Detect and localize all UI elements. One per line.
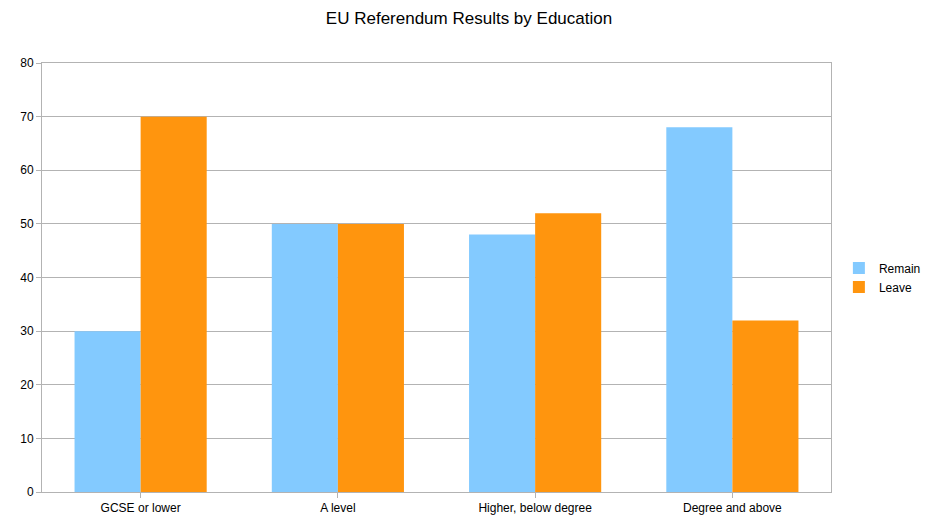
svg-text:A level: A level [320, 501, 355, 515]
svg-text:Leave: Leave [879, 281, 912, 295]
svg-text:80: 80 [20, 56, 34, 70]
svg-text:GCSE or lower: GCSE or lower [101, 501, 181, 515]
svg-text:40: 40 [20, 271, 34, 285]
svg-text:Remain: Remain [879, 262, 920, 276]
svg-text:EU Referendum Results by Educa: EU Referendum Results by Education [326, 9, 612, 28]
svg-text:50: 50 [20, 217, 34, 231]
svg-text:0: 0 [27, 485, 34, 499]
svg-text:30: 30 [20, 324, 34, 338]
svg-text:Higher, below degree: Higher, below degree [478, 501, 592, 515]
svg-text:70: 70 [20, 110, 34, 124]
svg-text:20: 20 [20, 378, 34, 392]
svg-text:10: 10 [20, 432, 34, 446]
svg-text:60: 60 [20, 163, 34, 177]
svg-text:Degree and above: Degree and above [683, 501, 782, 515]
